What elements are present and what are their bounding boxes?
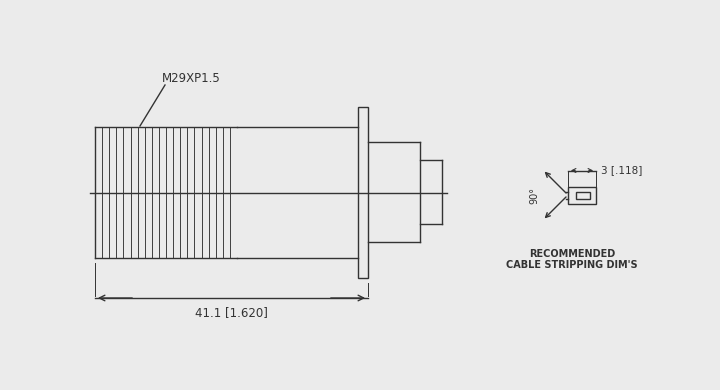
Text: CABLE STRIPPING DIM'S: CABLE STRIPPING DIM'S (506, 260, 638, 270)
Text: 41.1 [1.620]: 41.1 [1.620] (195, 306, 268, 319)
Text: M29XP1.5: M29XP1.5 (162, 72, 221, 85)
Text: 90°: 90° (529, 186, 539, 204)
Bar (576, 191, 590, 199)
Bar (568, 186, 596, 204)
Text: 3 [.118]: 3 [.118] (601, 165, 642, 176)
Text: RECOMMENDED: RECOMMENDED (529, 249, 615, 259)
Bar (358, 107, 368, 278)
